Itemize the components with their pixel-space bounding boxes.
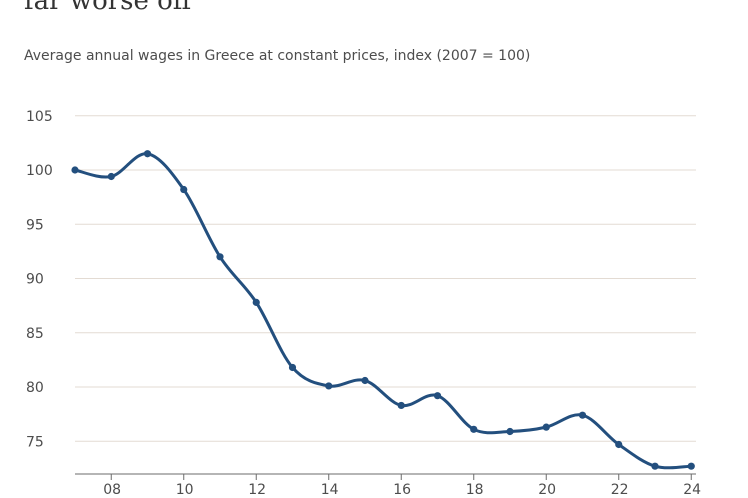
y-tick-label-75: 75 [26,434,44,450]
y-tick-label-95: 95 [26,217,44,233]
data-point-1 [107,172,115,181]
x-tick-label-16: 16 [393,482,411,498]
x-tick-label-18: 18 [466,482,484,498]
data-point-8 [361,376,369,385]
data-point-12 [506,427,514,436]
data-point-7 [325,382,333,390]
data-point-3 [180,185,188,194]
data-point-14 [578,411,587,419]
y-tick-label-80: 80 [26,380,44,396]
data-point-10 [433,392,442,400]
y-axis-labels: 75 80 85 90 95 100 105 [26,109,53,451]
gridlines [75,115,696,442]
series-layer [71,150,695,470]
data-point-9 [397,401,405,410]
x-tick-label-12: 12 [248,482,266,498]
data-point-4 [216,253,224,261]
y-tick-label-100: 100 [26,163,53,179]
headline: far worse off [24,0,192,16]
data-point-11 [470,425,478,433]
y-tick-label-90: 90 [26,272,44,288]
x-tick-label-08: 08 [103,482,121,498]
x-tick-label-20: 20 [538,482,556,498]
data-point-15 [615,440,623,449]
x-tick-label-14: 14 [321,482,339,498]
x-tick-label-22: 22 [611,482,629,498]
x-axis: 08 10 12 14 16 18 20 22 24 [75,473,701,498]
x-tick-label-24: 24 [683,482,701,498]
x-tick-label-10: 10 [176,482,194,498]
series-line [74,152,692,470]
data-point-6 [288,363,297,372]
chart-title: Average annual wages in Greece at consta… [24,48,531,64]
data-point-5 [252,298,260,306]
data-point-2 [143,150,152,158]
data-point-0 [71,166,79,174]
data-point-17 [687,462,695,470]
y-tick-label-85: 85 [26,326,44,342]
data-point-13 [542,423,550,431]
y-tick-label-105: 105 [26,109,53,125]
data-point-16 [651,462,659,470]
